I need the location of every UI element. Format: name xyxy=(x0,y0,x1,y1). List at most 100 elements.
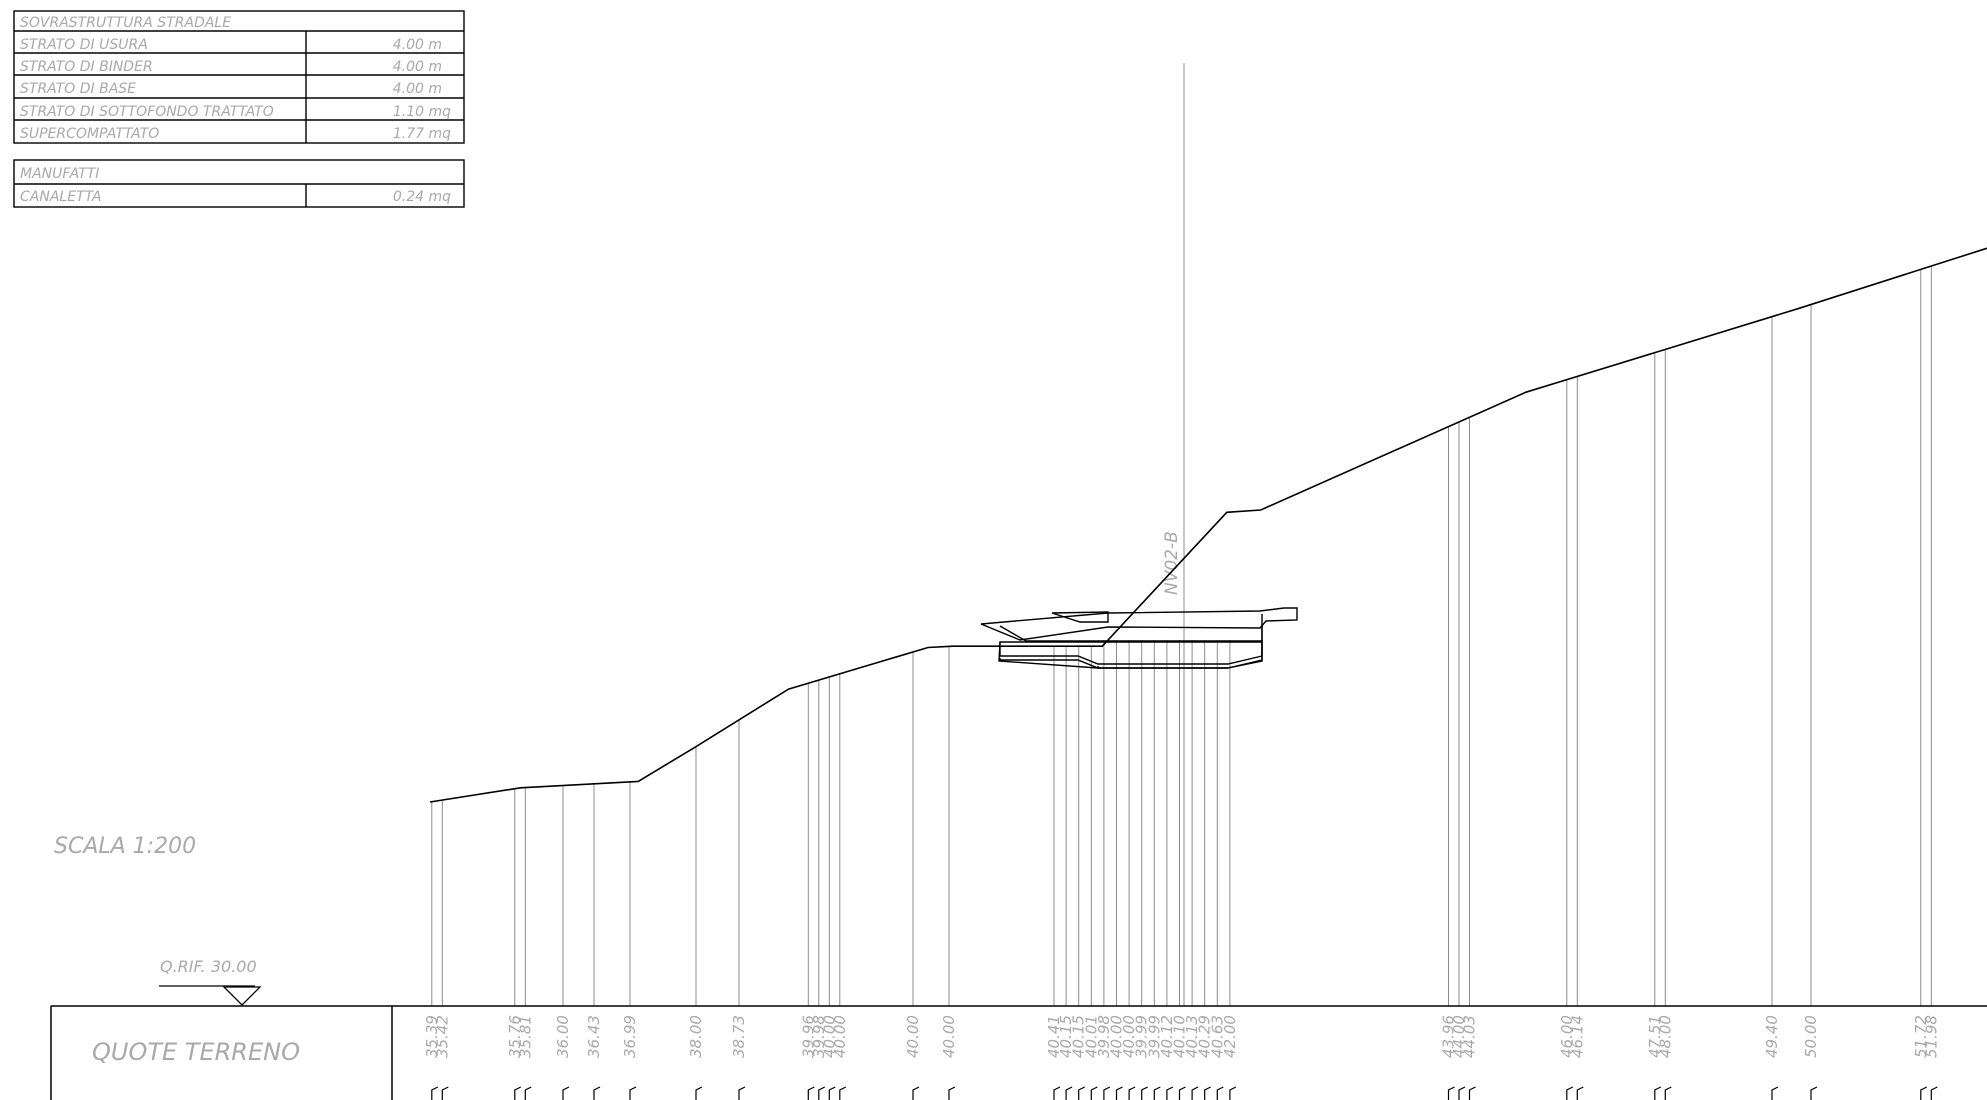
quote-tick xyxy=(1065,1086,1073,1100)
quote-tick xyxy=(431,1086,439,1100)
quote-value: 35.81 xyxy=(516,1015,534,1058)
quote-ticks xyxy=(431,1086,1938,1100)
quote-value: 40.01 xyxy=(1082,1015,1100,1058)
quote-value: 44.03 xyxy=(1461,1015,1479,1058)
quote-tick xyxy=(1103,1086,1111,1100)
quote-tick xyxy=(828,1086,836,1100)
quote-tick xyxy=(1078,1086,1085,1100)
table-manufatti: MANUFATTI CANALETTA 0.24 mq xyxy=(13,159,465,208)
quote-header: QUOTE TERRENO xyxy=(92,1038,300,1066)
table-row-label: STRATO DI BINDER xyxy=(20,59,153,75)
quote-tick xyxy=(1191,1086,1199,1100)
table-row-label: STRATO DI BASE xyxy=(20,81,136,97)
quote-tick xyxy=(514,1086,522,1100)
quote-value: 39.99 xyxy=(1145,1015,1163,1058)
quote-value: 42.00 xyxy=(1221,1015,1239,1058)
quote-value: 40.00 xyxy=(904,1015,922,1058)
quote-value: 40.10 xyxy=(1171,1015,1189,1058)
quote-tick xyxy=(1128,1086,1136,1100)
quote-value: 40.29 xyxy=(1196,1015,1214,1058)
table-sovrastruttura-title: SOVRASTRUTTURA STRADALE xyxy=(20,15,231,31)
table-row-value: 1.77 mq xyxy=(393,126,451,142)
quote-value: 40.00 xyxy=(831,1015,849,1058)
quote-tick xyxy=(1153,1086,1161,1100)
quote-tick xyxy=(593,1086,601,1100)
quote-value: 38.00 xyxy=(687,1015,705,1058)
quote-value: 44.00 xyxy=(1450,1015,1468,1058)
quote-tick xyxy=(839,1086,847,1100)
quote-tick xyxy=(1930,1086,1938,1100)
table-row-label: STRATO DI USURA xyxy=(20,37,148,53)
ground-profile-line xyxy=(429,247,1987,803)
quote-value: 47.51 xyxy=(1646,1015,1664,1058)
quote-value: 36.99 xyxy=(621,1015,639,1058)
section-lines xyxy=(431,266,1932,1006)
quote-value: 40.13 xyxy=(1183,1015,1201,1058)
quote-tick xyxy=(695,1086,703,1100)
quote-tick xyxy=(1053,1086,1061,1100)
table-row-value: 1.10 mq xyxy=(393,104,451,120)
quote-tick xyxy=(818,1086,826,1100)
quote-value: 51.98 xyxy=(1922,1015,1940,1058)
quote-value: 39.98 xyxy=(810,1015,828,1058)
quote-tick xyxy=(629,1086,637,1100)
quote-tick xyxy=(948,1086,956,1100)
road-section xyxy=(980,607,1298,669)
quote-tick xyxy=(1204,1086,1211,1100)
quote-value: 38.73 xyxy=(730,1015,748,1058)
table-row-label: STRATO DI SOTTOFONDO TRATTATO xyxy=(20,104,274,120)
table-row-value: 4.00 m xyxy=(393,59,442,75)
table-row-label: CANALETTA xyxy=(20,189,101,205)
axis-label: NV02-B xyxy=(1162,531,1182,595)
table-manufatti-title: MANUFATTI xyxy=(20,166,99,182)
quote-value: 39.98 xyxy=(1095,1015,1113,1058)
quote-tick xyxy=(1447,1086,1455,1100)
quote-tick xyxy=(441,1086,449,1100)
quote-tick xyxy=(912,1086,920,1100)
reference-label: Q.RIF. 30.00 xyxy=(160,957,257,976)
quote-tick xyxy=(1166,1086,1174,1100)
quote-tick xyxy=(1771,1086,1779,1100)
quote-tick xyxy=(1090,1086,1098,1100)
quote-value: 36.43 xyxy=(585,1015,603,1058)
quote-value: 48.00 xyxy=(1656,1015,1674,1058)
quote-value: 40.00 xyxy=(1108,1015,1126,1058)
quote-value: 35.42 xyxy=(433,1015,451,1058)
quote-tick xyxy=(1576,1086,1584,1100)
table-sovrastruttura: SOVRASTRUTTURA STRADALE STRATO DI USURA … xyxy=(13,10,465,144)
quote-value: 35.39 xyxy=(423,1015,441,1058)
quote-tick xyxy=(1654,1086,1662,1100)
table-row-label: SUPERCOMPATTATO xyxy=(20,126,159,142)
quote-value: 40.00 xyxy=(820,1015,838,1058)
quote-value: 40.15 xyxy=(1070,1015,1088,1058)
quote-tick xyxy=(1810,1086,1818,1100)
quote-tick xyxy=(562,1086,570,1100)
quote-value: 40.41 xyxy=(1045,1015,1063,1058)
quote-value: 46.00 xyxy=(1558,1015,1576,1058)
quote-value: 40.63 xyxy=(1208,1015,1226,1058)
quote-tick xyxy=(1566,1086,1574,1100)
quote-value: 40.00 xyxy=(1120,1015,1138,1058)
reference-marker: Q.RIF. 30.00 xyxy=(159,957,262,1006)
quote-tick xyxy=(1920,1086,1928,1100)
quote-value: 50.00 xyxy=(1802,1015,1820,1058)
quote-value: 39.96 xyxy=(799,1015,817,1058)
quote-value: 46.14 xyxy=(1568,1015,1586,1058)
quote-tick xyxy=(1178,1086,1186,1100)
scale-label: SCALA 1:200 xyxy=(54,834,196,859)
quote-value: 36.00 xyxy=(554,1015,572,1058)
quote-strip: QUOTE TERRENO xyxy=(50,1005,1987,1100)
quote-tick xyxy=(807,1086,815,1100)
quote-value: 49.40 xyxy=(1763,1015,1781,1058)
quote-tick xyxy=(738,1086,746,1100)
quote-value: 35.76 xyxy=(506,1015,524,1058)
quote-value: 40.12 xyxy=(1158,1015,1176,1058)
quote-value: 39.99 xyxy=(1133,1015,1151,1058)
table-row-value: 0.24 mq xyxy=(393,189,451,205)
quote-tick xyxy=(1141,1086,1148,1100)
reference-triangle-icon xyxy=(222,986,262,1006)
quote-value: 40.15 xyxy=(1057,1015,1075,1058)
quote-tick xyxy=(1458,1086,1466,1100)
quote-tick xyxy=(524,1086,532,1100)
